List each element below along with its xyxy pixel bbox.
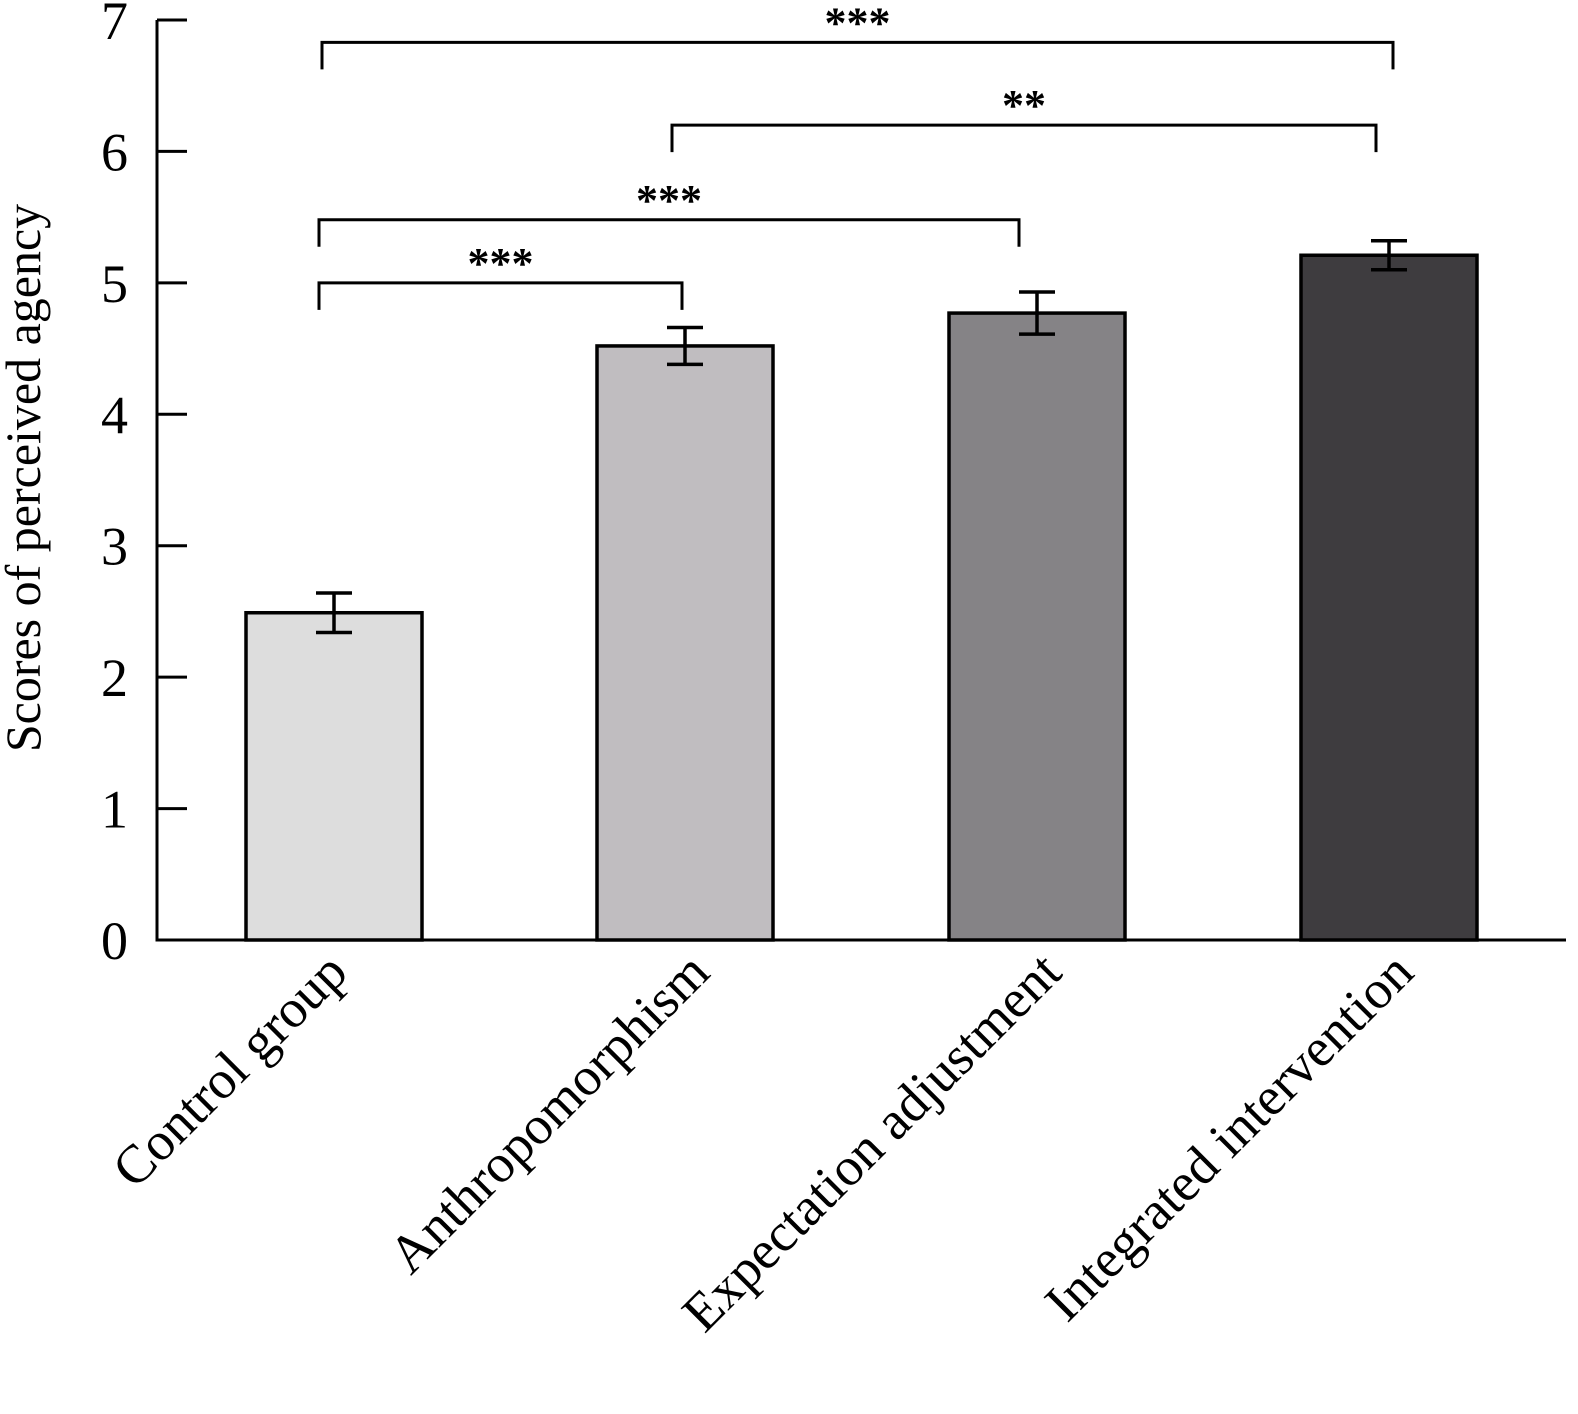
significance-bracket: *** (317, 176, 1021, 247)
y-tick-label: 3 (101, 517, 128, 577)
bar (1299, 253, 1479, 942)
error-bar (316, 591, 352, 635)
y-tick-label: 1 (101, 780, 128, 840)
y-tick-label: 5 (101, 254, 128, 314)
y-tick-label: 7 (101, 0, 128, 51)
significance-bracket: *** (320, 0, 1395, 70)
significance-bracket: *** (317, 239, 684, 310)
x-category-label: Anthropomorphism (377, 941, 721, 1285)
significance-label: *** (825, 0, 891, 47)
y-tick-label: 4 (101, 385, 128, 445)
x-category-label: Expectation adjustment (671, 941, 1073, 1343)
error-bars (316, 239, 1407, 635)
x-category-label: Control group (101, 941, 359, 1199)
bar (595, 344, 775, 942)
error-bar (1371, 239, 1407, 272)
significance-label: ** (1002, 81, 1046, 130)
significance-brackets: *********** (317, 0, 1395, 310)
bar (947, 311, 1127, 942)
bars (244, 253, 1479, 942)
significance-label: *** (636, 176, 702, 225)
bar (244, 610, 424, 942)
y-axis: 0 1 2 3 4 5 6 7 (101, 0, 187, 971)
error-bar (667, 325, 703, 367)
category-labels: Control group AnthropomorphismExpectation… (101, 941, 1425, 1343)
y-axis-title: Scores of perceived agency (0, 204, 51, 752)
y-tick-label: 2 (101, 648, 128, 708)
significance-bracket: ** (670, 81, 1378, 153)
y-tick-label: 0 (101, 911, 128, 971)
x-category-label: Integrated intervention (1033, 941, 1424, 1332)
error-bar (1019, 290, 1055, 336)
y-tick-label: 6 (101, 122, 128, 182)
significance-label: *** (468, 239, 534, 288)
